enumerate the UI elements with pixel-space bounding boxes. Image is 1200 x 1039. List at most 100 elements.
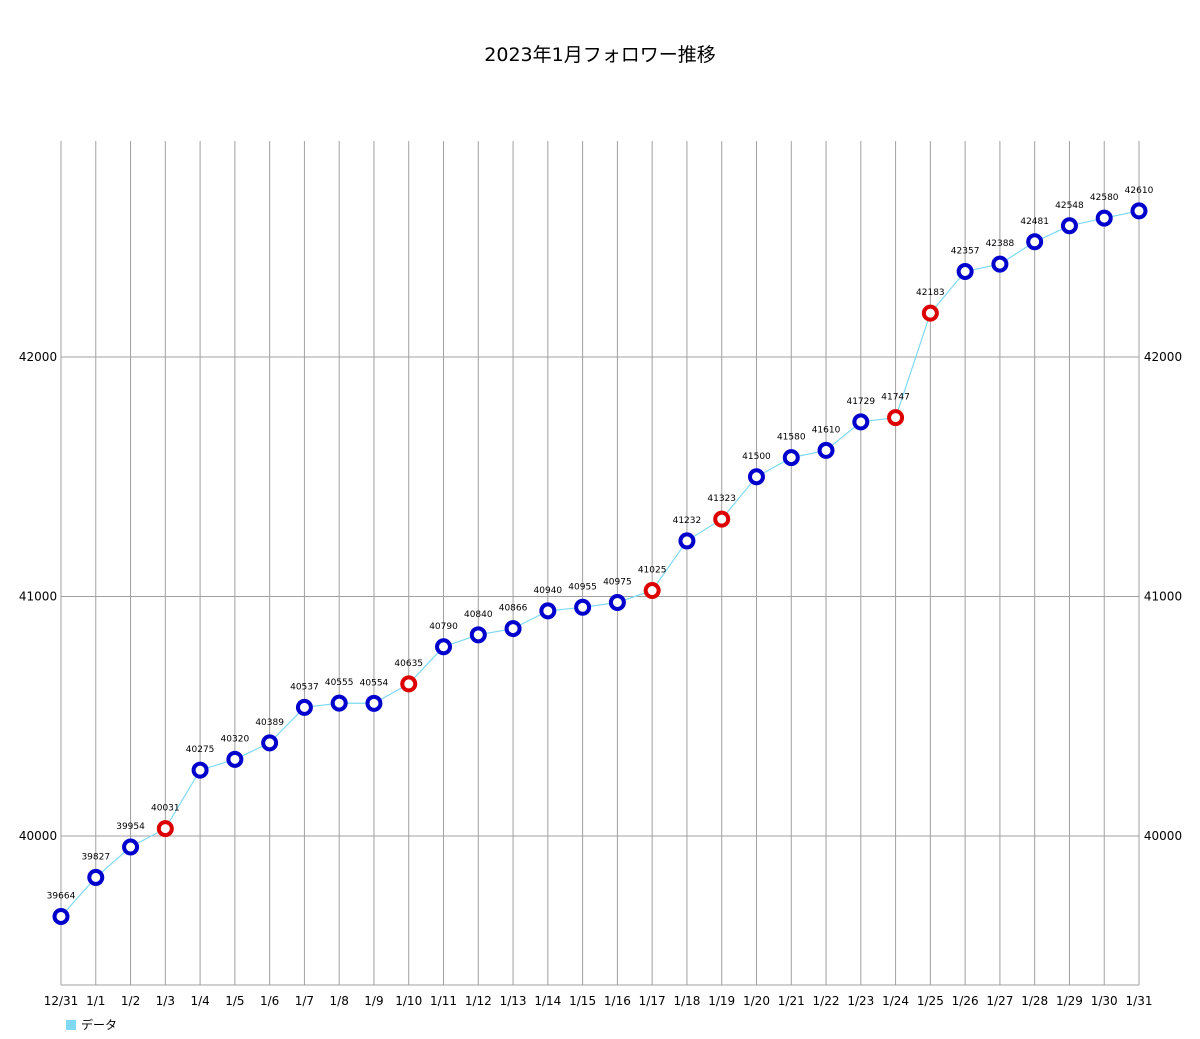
x-tick-label: 1/23 xyxy=(847,994,874,1008)
x-tick-label: 1/17 xyxy=(639,994,666,1008)
grid-layer xyxy=(60,141,1140,986)
y-tick-label-right: 40000 xyxy=(1144,829,1182,843)
x-tick-label: 1/25 xyxy=(917,994,944,1008)
data-label: 41500 xyxy=(742,452,771,462)
y-tick-label-left: 40000 xyxy=(19,829,57,843)
data-point xyxy=(1095,209,1113,227)
data-point-highlighted xyxy=(887,409,905,427)
data-label: 40555 xyxy=(325,678,354,688)
series-line xyxy=(60,210,1140,917)
data-label: 40975 xyxy=(603,577,632,587)
x-tick-label: 1/10 xyxy=(395,994,422,1008)
data-label: 40320 xyxy=(221,734,250,744)
data-label: 40866 xyxy=(499,604,528,614)
x-tick-label: 1/13 xyxy=(500,994,527,1008)
data-point-highlighted xyxy=(713,510,731,528)
data-point xyxy=(817,441,835,459)
x-tick-label: 1/30 xyxy=(1091,994,1118,1008)
data-point xyxy=(191,761,209,779)
x-tick-label: 1/8 xyxy=(330,994,349,1008)
data-label: 39827 xyxy=(81,852,110,862)
data-point xyxy=(469,626,487,644)
x-tick-label: 1/19 xyxy=(708,994,735,1008)
data-point xyxy=(504,620,522,638)
x-tick-label: 1/16 xyxy=(604,994,631,1008)
x-tick-label: 1/28 xyxy=(1021,994,1048,1008)
x-tick-label: 1/14 xyxy=(534,994,561,1008)
data-label: 42548 xyxy=(1055,201,1084,211)
data-label: 41729 xyxy=(846,397,875,407)
data-label: 39954 xyxy=(116,822,145,832)
data-point xyxy=(261,734,279,752)
data-label: 40940 xyxy=(534,586,563,596)
y-tick-label-left: 41000 xyxy=(19,590,57,604)
axis-label-layer: 40000 40000 41000 41000 42000 42000 12/31 1/1 1/… xyxy=(19,350,1182,1008)
x-tick-label: 1/6 xyxy=(260,994,279,1008)
data-label: 42580 xyxy=(1090,193,1119,203)
x-tick-label: 1/18 xyxy=(673,994,700,1008)
data-label: 41323 xyxy=(707,494,736,504)
data-label: 42610 xyxy=(1125,186,1154,196)
data-label-layer: 39664 39827 39954 40031 40275 40320 40389 40537… xyxy=(47,186,1154,902)
x-tick-label: 1/15 xyxy=(569,994,596,1008)
x-tick-label: 12/31 xyxy=(44,994,79,1008)
data-point xyxy=(435,638,453,656)
x-tick-label: 1/24 xyxy=(882,994,909,1008)
x-tick-label: 1/20 xyxy=(743,994,770,1008)
data-point xyxy=(574,598,592,616)
data-point-highlighted xyxy=(156,820,174,838)
chart-title: 2023年1月フォロワー推移 xyxy=(484,44,716,66)
data-point xyxy=(226,750,244,768)
legend-swatch xyxy=(66,1019,76,1030)
x-tick-label: 1/22 xyxy=(813,994,840,1008)
data-point xyxy=(852,413,870,431)
data-point-highlighted xyxy=(400,675,418,693)
x-tick-label: 1/5 xyxy=(225,994,244,1008)
data-point xyxy=(747,468,765,486)
data-point xyxy=(991,255,1009,273)
x-tick-label: 1/29 xyxy=(1056,994,1083,1008)
data-point xyxy=(1026,233,1044,251)
data-point xyxy=(1130,202,1148,220)
data-point xyxy=(87,868,105,886)
data-label: 40554 xyxy=(360,678,389,688)
data-label: 42481 xyxy=(1020,217,1049,227)
x-tick-label: 1/9 xyxy=(364,994,383,1008)
data-point xyxy=(539,602,557,620)
data-point xyxy=(956,262,974,280)
data-label: 40790 xyxy=(429,622,458,632)
data-point xyxy=(295,698,313,716)
data-label: 41232 xyxy=(673,516,702,526)
data-point xyxy=(608,593,626,611)
y-tick-label-right: 41000 xyxy=(1144,590,1182,604)
data-label: 40389 xyxy=(255,718,284,728)
data-label: 41610 xyxy=(812,425,841,435)
data-point xyxy=(365,694,383,712)
data-point xyxy=(782,449,800,467)
data-point xyxy=(1060,217,1078,235)
x-tick-label: 1/27 xyxy=(986,994,1013,1008)
series-line-layer xyxy=(60,210,1140,917)
data-point xyxy=(330,694,348,712)
legend-label: データ xyxy=(81,1018,118,1032)
y-tick-label-right: 42000 xyxy=(1144,350,1182,364)
data-point-highlighted xyxy=(643,582,661,600)
x-tick-label: 1/3 xyxy=(156,994,175,1008)
data-label: 42183 xyxy=(916,288,945,298)
legend: データ xyxy=(66,1016,117,1033)
x-tick-label: 1/7 xyxy=(295,994,314,1008)
x-tick-label: 1/4 xyxy=(190,994,209,1008)
x-tick-label: 1/12 xyxy=(465,994,492,1008)
data-label: 40537 xyxy=(290,682,319,692)
data-label: 40031 xyxy=(151,804,180,814)
x-tick-label: 1/31 xyxy=(1126,994,1153,1008)
x-tick-label: 1/1 xyxy=(86,994,105,1008)
data-label: 42388 xyxy=(986,239,1015,249)
data-point-highlighted xyxy=(921,304,939,322)
data-label: 41747 xyxy=(881,393,910,403)
data-point xyxy=(678,532,696,550)
data-label: 41025 xyxy=(638,566,667,576)
data-label: 42357 xyxy=(951,246,980,256)
data-label: 41580 xyxy=(777,433,806,443)
